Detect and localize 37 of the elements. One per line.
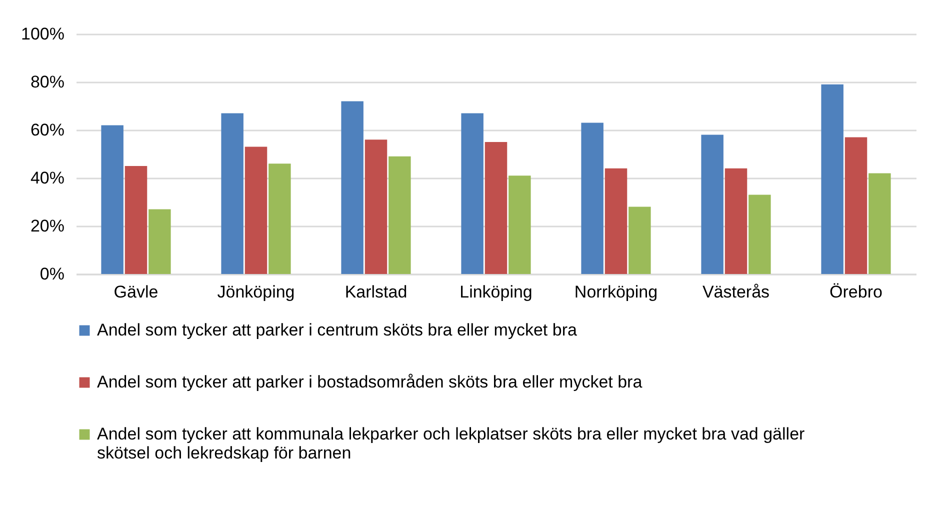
bar xyxy=(821,84,844,274)
bar xyxy=(701,134,724,274)
y-tick-label: 80% xyxy=(30,72,64,92)
bar xyxy=(221,113,244,274)
y-tick-label: 40% xyxy=(30,168,64,188)
bar xyxy=(484,142,508,274)
bar xyxy=(148,209,171,274)
x-tick-label: Gävle xyxy=(114,282,158,302)
x-tick-label: Karlstad xyxy=(344,282,408,302)
bar xyxy=(268,164,291,274)
y-tick-label: 20% xyxy=(30,216,64,236)
bar xyxy=(388,156,411,274)
x-tick-label: Västerås xyxy=(702,282,770,302)
bar xyxy=(341,101,364,274)
legend-label: Andel som tycker att parker i bostadsområden sköts bra eller mycket bra xyxy=(97,372,643,392)
bar xyxy=(844,137,868,274)
bar xyxy=(124,166,148,274)
x-tick-label: Örebro xyxy=(830,282,882,302)
bar xyxy=(508,176,531,274)
bar xyxy=(628,206,651,274)
x-tick-label: Jönköping xyxy=(217,282,295,302)
bar xyxy=(581,122,604,274)
bar xyxy=(748,194,771,274)
y-tick-label: 100% xyxy=(21,24,64,44)
x-tick-label: Norrköping xyxy=(574,282,658,302)
bar xyxy=(101,125,124,274)
bar xyxy=(461,113,484,274)
y-tick-label: 60% xyxy=(30,120,64,140)
legend-label: Andel som tycker att kommunala lekparker och lekplatser sköts bra eller mycket bra vad gäller skötsel och lekredskap för barnen xyxy=(97,424,806,462)
bar xyxy=(604,168,628,274)
x-tick-label: Linköping xyxy=(460,282,532,302)
bar xyxy=(364,140,388,274)
bar xyxy=(724,168,748,274)
legend-label: Andel som tycker att parker i centrum sköts bra eller mycket bra xyxy=(97,320,578,340)
bar xyxy=(868,173,891,274)
bar xyxy=(244,146,268,274)
y-tick-label: 0% xyxy=(40,264,64,284)
